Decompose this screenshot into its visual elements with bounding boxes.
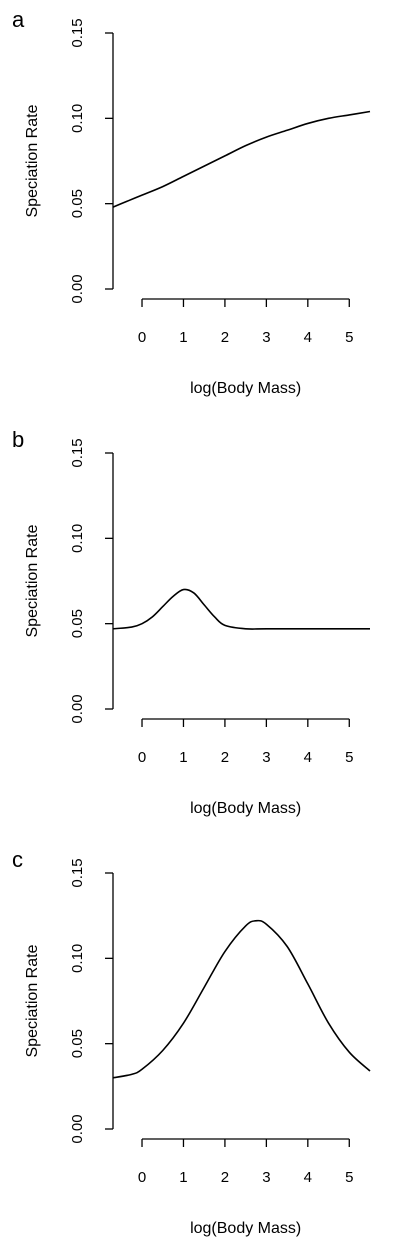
x-tick-label: 4 xyxy=(304,749,312,766)
x-tick-label: 0 xyxy=(138,329,146,346)
chart-panel-a: a 0.00 0.05 0.10 0.15 0 1 2 3 4 5 log(Body Mass) Spe… xyxy=(12,7,371,397)
y-tick-label: 0.10 xyxy=(69,944,86,973)
series-line xyxy=(112,919,371,1079)
x-tick-label: 2 xyxy=(221,1169,229,1186)
y-tick-label: 0.05 xyxy=(69,609,86,638)
x-tick-label: 4 xyxy=(304,329,312,346)
y-tick-label: 0.15 xyxy=(69,438,86,467)
y-tick-label: 0.00 xyxy=(69,274,86,303)
y-tick-label: 0.15 xyxy=(69,18,86,47)
x-tick-label: 5 xyxy=(345,749,353,766)
x-tick-label: 1 xyxy=(179,329,187,346)
x-axis-label: log(Body Mass) xyxy=(190,800,301,817)
x-tick-label: 3 xyxy=(262,749,270,766)
x-tick-label: 0 xyxy=(138,1169,146,1186)
x-tick-label: 2 xyxy=(221,329,229,346)
y-tick-label: 0.00 xyxy=(69,694,86,723)
chart-panel-c: c 0.00 0.05 0.10 0.15 0 1 2 3 4 5 log(Body Mass) Spe… xyxy=(12,847,371,1237)
panel-letter: b xyxy=(12,427,24,452)
y-tick-label: 0.15 xyxy=(69,858,86,887)
y-tick-label: 0.05 xyxy=(69,1029,86,1058)
x-tick-label: 5 xyxy=(345,1169,353,1186)
y-tick-label: 0.00 xyxy=(69,1114,86,1143)
x-tick-label: 0 xyxy=(138,749,146,766)
x-axis-label: log(Body Mass) xyxy=(190,1220,301,1237)
y-axis-label: Speciation Rate xyxy=(24,524,41,637)
x-tick-label: 5 xyxy=(345,329,353,346)
series-line xyxy=(112,110,371,208)
x-axis-label: log(Body Mass) xyxy=(190,380,301,397)
x-tick-label: 3 xyxy=(262,329,270,346)
y-tick-label: 0.10 xyxy=(69,104,86,133)
series-line xyxy=(112,588,370,630)
panel-letter: c xyxy=(12,847,23,872)
y-axis-label: Speciation Rate xyxy=(24,104,41,217)
y-tick-label: 0.10 xyxy=(69,524,86,553)
x-tick-label: 3 xyxy=(262,1169,270,1186)
y-tick-label: 0.05 xyxy=(69,189,86,218)
x-tick-label: 1 xyxy=(179,749,187,766)
y-axis-label: Speciation Rate xyxy=(24,944,41,1057)
chart-panel-b: b 0.00 0.05 0.10 0.15 0 1 2 3 4 5 log(Body Mass) Spe… xyxy=(12,427,370,817)
panel-letter: a xyxy=(12,7,25,32)
x-tick-label: 1 xyxy=(179,1169,187,1186)
x-tick-label: 2 xyxy=(221,749,229,766)
x-tick-label: 4 xyxy=(304,1169,312,1186)
